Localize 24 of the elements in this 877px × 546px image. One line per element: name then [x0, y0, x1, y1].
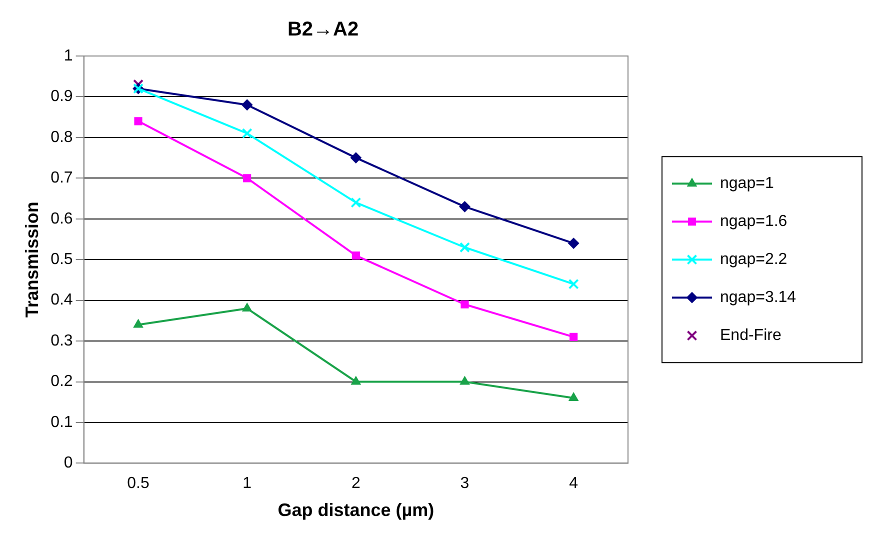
y-tick-label: 0.2 [50, 373, 73, 390]
y-tick-label: 0.5 [50, 251, 73, 268]
x-tick-label: 2 [351, 475, 360, 492]
y-tick-label: 1 [64, 47, 73, 64]
y-tick-label: 0.9 [50, 88, 73, 106]
y-axis-title: Transmission [22, 202, 42, 318]
x-tick-label: 4 [569, 475, 578, 492]
legend-label: End-Fire [720, 327, 782, 344]
x-tick-label: 0.5 [127, 475, 150, 492]
x-tick-label: 1 [242, 475, 252, 492]
legend-label: ngap=1 [720, 175, 774, 192]
y-tick-label: 0.4 [50, 292, 73, 309]
x-tick-label: 3 [460, 475, 470, 492]
y-tick-label: 0.6 [50, 210, 73, 228]
x-axis-title: Gap distance (µm) [278, 500, 434, 520]
chart-title: B2→A2 [287, 18, 359, 41]
legend-label: ngap=2.2 [720, 251, 788, 268]
legend-label: ngap=1.6 [720, 213, 788, 230]
y-tick-label: 0.3 [50, 332, 73, 350]
legend-label: ngap=3.14 [720, 289, 796, 306]
y-tick-label: 0.1 [50, 414, 73, 431]
y-tick-label: 0.8 [50, 128, 73, 146]
y-tick-label: 0 [64, 454, 73, 472]
y-tick-label: 0.7 [50, 170, 73, 187]
